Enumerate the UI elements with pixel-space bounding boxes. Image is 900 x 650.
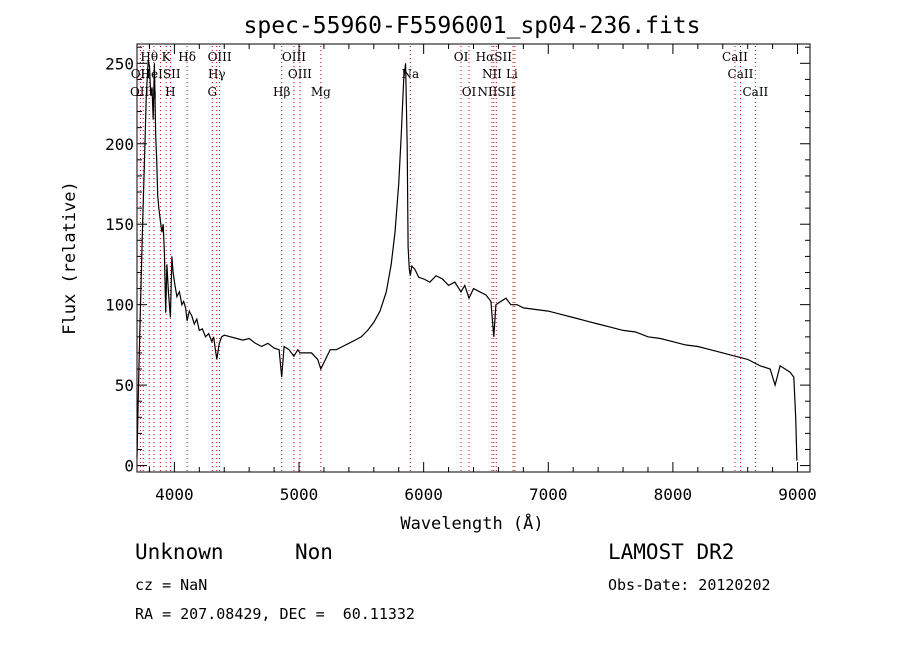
- x-tick-label: 4000: [155, 485, 194, 504]
- line-marker-label: HeISII: [141, 67, 181, 81]
- line-marker-label: Li: [506, 67, 518, 81]
- x-tick-label: 9000: [778, 485, 817, 504]
- plot-frame: [136, 43, 811, 473]
- axis-ticks: 4000 5000 6000 7000 8000 9000 0 50 100 150 200 250: [105, 44, 817, 504]
- line-marker-label: NII: [482, 67, 502, 81]
- line-marker-label: Hδ: [178, 50, 196, 64]
- line-marker-label: CaII: [742, 85, 768, 99]
- x-tick-label: 7000: [529, 485, 568, 504]
- line-marker-label: Hγ: [208, 67, 226, 81]
- y-tick-label: 150: [105, 215, 134, 234]
- class-label: Unknown: [135, 540, 224, 564]
- y-tick-label: 100: [105, 296, 134, 315]
- line-marker-label: OIII: [208, 50, 232, 64]
- line-marker-label: OIII: [282, 50, 306, 64]
- line-marker-label: CaII: [722, 50, 748, 64]
- cz-value: cz = NaN: [135, 576, 208, 594]
- line-marker-label: NIISII: [477, 85, 515, 99]
- y-tick-label: 0: [124, 457, 134, 476]
- line-marker-label: H: [165, 85, 175, 99]
- line-marker-label: Hθ: [140, 50, 158, 64]
- line-marker-label: K: [162, 50, 172, 64]
- line-marker-label: CaII: [728, 67, 754, 81]
- line-marker-label: G: [207, 85, 217, 99]
- line-marker-label: Hβ: [273, 85, 290, 99]
- y-axis-label: Flux (relative): [60, 181, 80, 335]
- line-marker-label: OI: [454, 50, 469, 64]
- line-marker-label: OI: [462, 85, 477, 99]
- line-markers: [139, 46, 756, 471]
- spectrum-series-line: [136, 59, 798, 461]
- line-marker-label: HαSII: [476, 50, 513, 64]
- coordinates: RA = 207.08429, DEC = 60.11332: [135, 605, 415, 623]
- line-marker-label: OII: [131, 67, 151, 81]
- y-tick-label: 250: [105, 54, 134, 73]
- survey-label: LAMOST DR2: [608, 540, 735, 564]
- line-marker-label: Mg: [311, 85, 331, 99]
- x-axis-label: Wavelength (Å): [400, 512, 543, 534]
- x-tick-label: 8000: [654, 485, 693, 504]
- y-tick-label: 50: [115, 376, 134, 395]
- chart-title: spec-55960-F5596001_sp04-236.fits: [244, 13, 701, 39]
- obs-date: Obs-Date: 20120202: [608, 576, 771, 594]
- x-tick-label: 5000: [280, 485, 319, 504]
- line-marker-label: OIII: [288, 67, 312, 81]
- y-tick-label: 200: [105, 135, 134, 154]
- subclass-label: Non: [295, 540, 333, 564]
- x-tick-label: 6000: [404, 485, 443, 504]
